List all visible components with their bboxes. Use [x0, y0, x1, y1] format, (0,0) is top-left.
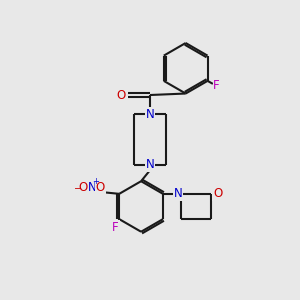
Text: N: N	[146, 158, 154, 171]
Text: F: F	[213, 79, 220, 92]
Text: O: O	[96, 181, 105, 194]
Text: −: −	[74, 184, 83, 194]
Text: O: O	[78, 181, 87, 194]
Text: N: N	[173, 187, 182, 200]
Text: O: O	[116, 88, 126, 101]
Text: N: N	[88, 181, 97, 194]
Text: N: N	[146, 108, 154, 121]
Text: +: +	[92, 178, 99, 187]
Text: F: F	[112, 221, 119, 234]
Text: O: O	[213, 187, 222, 200]
